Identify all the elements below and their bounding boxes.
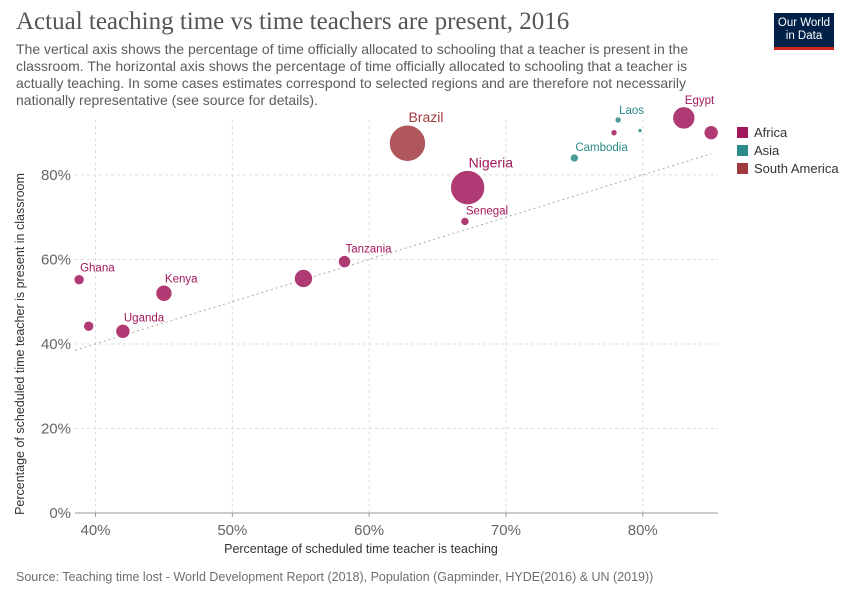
y-axis-label: Percentage of scheduled time teacher is … [13, 173, 27, 515]
point-label: Egypt [685, 95, 715, 107]
reference-line [74, 153, 712, 351]
data-point[interactable] [389, 124, 426, 162]
point-label: Uganda [124, 312, 165, 324]
x-tick-label: 50% [217, 522, 247, 539]
owid-logo[interactable]: Our World in Data [774, 13, 834, 50]
x-tick-label: 80% [628, 522, 658, 539]
legend-label-asia: Asia [754, 142, 780, 158]
legend-item-south-america[interactable]: South America [737, 159, 839, 177]
data-point[interactable] [155, 284, 173, 302]
data-point[interactable] [614, 116, 622, 124]
y-tick-label: 60% [41, 251, 71, 268]
y-tick-label: 0% [49, 505, 71, 522]
data-point[interactable] [460, 217, 470, 226]
data-point[interactable] [83, 320, 94, 332]
y-tick-label: 80% [41, 167, 71, 184]
data-point[interactable] [672, 106, 696, 130]
data-point[interactable] [610, 129, 618, 136]
y-tick-label: 40% [41, 336, 71, 353]
point-label: Kenya [165, 273, 198, 285]
legend-label-africa: Africa [754, 124, 788, 140]
legend-swatch-africa [737, 126, 748, 138]
y-equals-x-line [74, 153, 712, 351]
x-tick-label: 60% [354, 522, 384, 539]
data-point[interactable] [294, 269, 313, 288]
point-label: Cambodia [575, 142, 628, 154]
point-label: Ghana [80, 263, 115, 275]
point-label: Laos [619, 105, 644, 117]
data-points [73, 106, 719, 339]
y-tick-label: 20% [41, 420, 71, 437]
legend-item-asia[interactable]: Asia [737, 141, 839, 159]
legend: Africa Asia South America [737, 123, 839, 177]
point-label: Brazil [408, 109, 443, 125]
data-point[interactable] [637, 128, 643, 133]
legend-item-africa[interactable]: Africa [737, 123, 839, 141]
data-point[interactable] [450, 170, 485, 205]
legend-swatch-asia [737, 144, 748, 156]
axes: 0% 20% 40% 60% 80% 40% 50% 60% 70% 80% [41, 167, 718, 539]
grid-lines [75, 120, 718, 514]
point-label: Tanzania [346, 244, 393, 256]
data-point[interactable] [570, 153, 579, 163]
legend-label-south-america: South America [754, 160, 839, 176]
point-label: Senegal [466, 205, 508, 217]
point-label: Nigeria [469, 155, 514, 171]
x-axis-label: Percentage of scheduled time teacher is … [224, 542, 498, 556]
logo-line1: Our World [777, 17, 831, 29]
chart-title: Actual teaching time vs time teachers ar… [16, 8, 570, 35]
data-point[interactable] [703, 125, 719, 140]
x-tick-label: 40% [81, 522, 111, 539]
x-tick-label: 70% [491, 522, 521, 539]
legend-swatch-south-america [737, 162, 748, 174]
source-note: Source: Teaching time lost - World Devel… [16, 570, 654, 584]
chart-subtitle: The vertical axis shows the percentage o… [16, 41, 689, 108]
data-point[interactable] [115, 323, 131, 339]
point-labels: Ghana Uganda Kenya Tanzania Brazil Nigeria Sen… [80, 95, 715, 324]
data-point[interactable] [338, 255, 351, 268]
logo-line2: in Data [785, 30, 823, 42]
data-point[interactable] [73, 274, 85, 286]
